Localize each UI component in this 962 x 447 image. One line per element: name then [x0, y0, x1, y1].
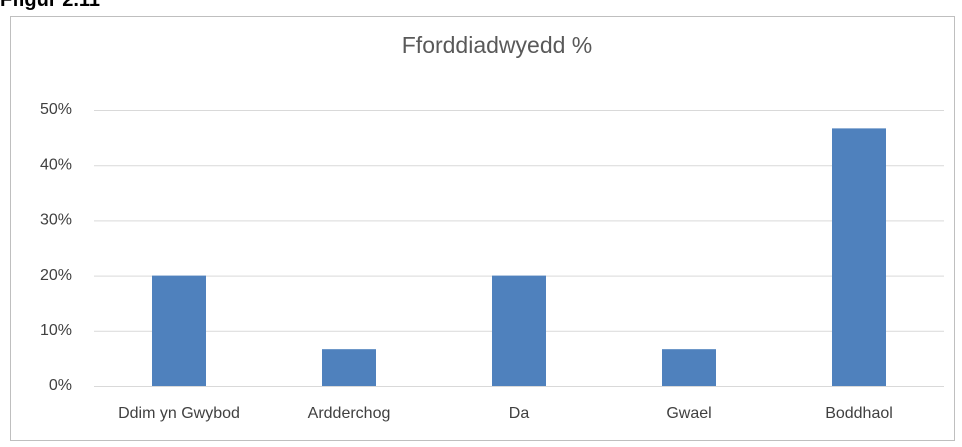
y-tick-label: 50%	[40, 101, 72, 118]
x-tick-label: Da	[509, 405, 530, 422]
y-tick-label: 30%	[40, 212, 72, 229]
bar	[322, 349, 376, 386]
x-tick-label: Ddim yn Gwybod	[118, 405, 240, 422]
chart-title: Fforddiadwyedd %	[402, 32, 593, 58]
x-tick-label: Boddhaol	[825, 405, 893, 422]
x-tick-label: Ardderchog	[308, 405, 391, 422]
figure-label: Ffigur 2.11	[0, 0, 100, 11]
bar	[662, 349, 716, 386]
x-tick-label: Gwael	[666, 405, 711, 422]
chart-border	[10, 16, 955, 441]
y-tick-label: 0%	[49, 377, 72, 394]
y-tick-label: 20%	[40, 267, 72, 284]
bar	[152, 275, 206, 386]
y-tick-label: 10%	[40, 322, 72, 339]
y-tick-label: 40%	[40, 156, 72, 173]
bar	[492, 275, 546, 386]
bar	[832, 128, 886, 387]
